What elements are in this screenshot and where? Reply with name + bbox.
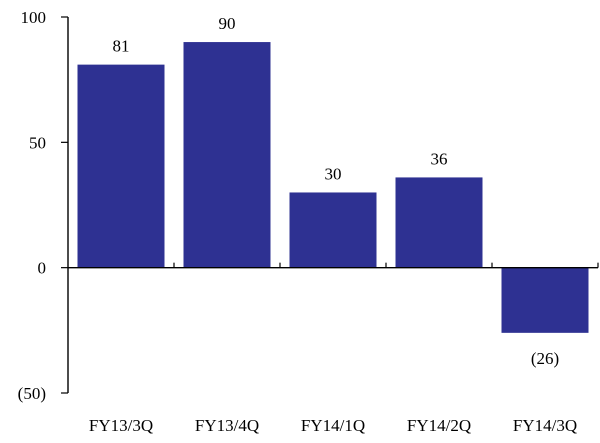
y-axis: 100 50 0 (50) (18, 8, 69, 403)
data-label: 36 (431, 149, 448, 168)
data-labels: 81 90 30 36 (26) (113, 14, 560, 368)
data-label: (26) (531, 349, 559, 368)
data-label: 90 (219, 14, 236, 33)
category-label: FY14/2Q (407, 416, 471, 435)
y-tick-label: 100 (21, 8, 47, 27)
bar-fy13-3q (77, 64, 165, 268)
y-tick-label: 0 (38, 259, 47, 278)
category-label: FY13/3Q (89, 416, 153, 435)
category-label: FY14/3Q (513, 416, 577, 435)
bar-fy14-3q (501, 267, 589, 333)
bar-fy14-2q (395, 177, 483, 268)
category-label: FY13/4Q (195, 416, 259, 435)
category-label: FY14/1Q (301, 416, 365, 435)
y-tick-label: (50) (18, 384, 46, 403)
category-labels: FY13/3Q FY13/4Q FY14/1Q FY14/2Q FY14/3Q (89, 416, 577, 435)
bars (77, 42, 589, 333)
bar-fy13-4q (183, 42, 271, 268)
data-label: 81 (113, 37, 130, 56)
y-tick-label: 50 (29, 133, 46, 152)
x-axis (68, 262, 599, 269)
bar-fy14-1q (289, 192, 377, 268)
data-label: 30 (325, 164, 342, 183)
